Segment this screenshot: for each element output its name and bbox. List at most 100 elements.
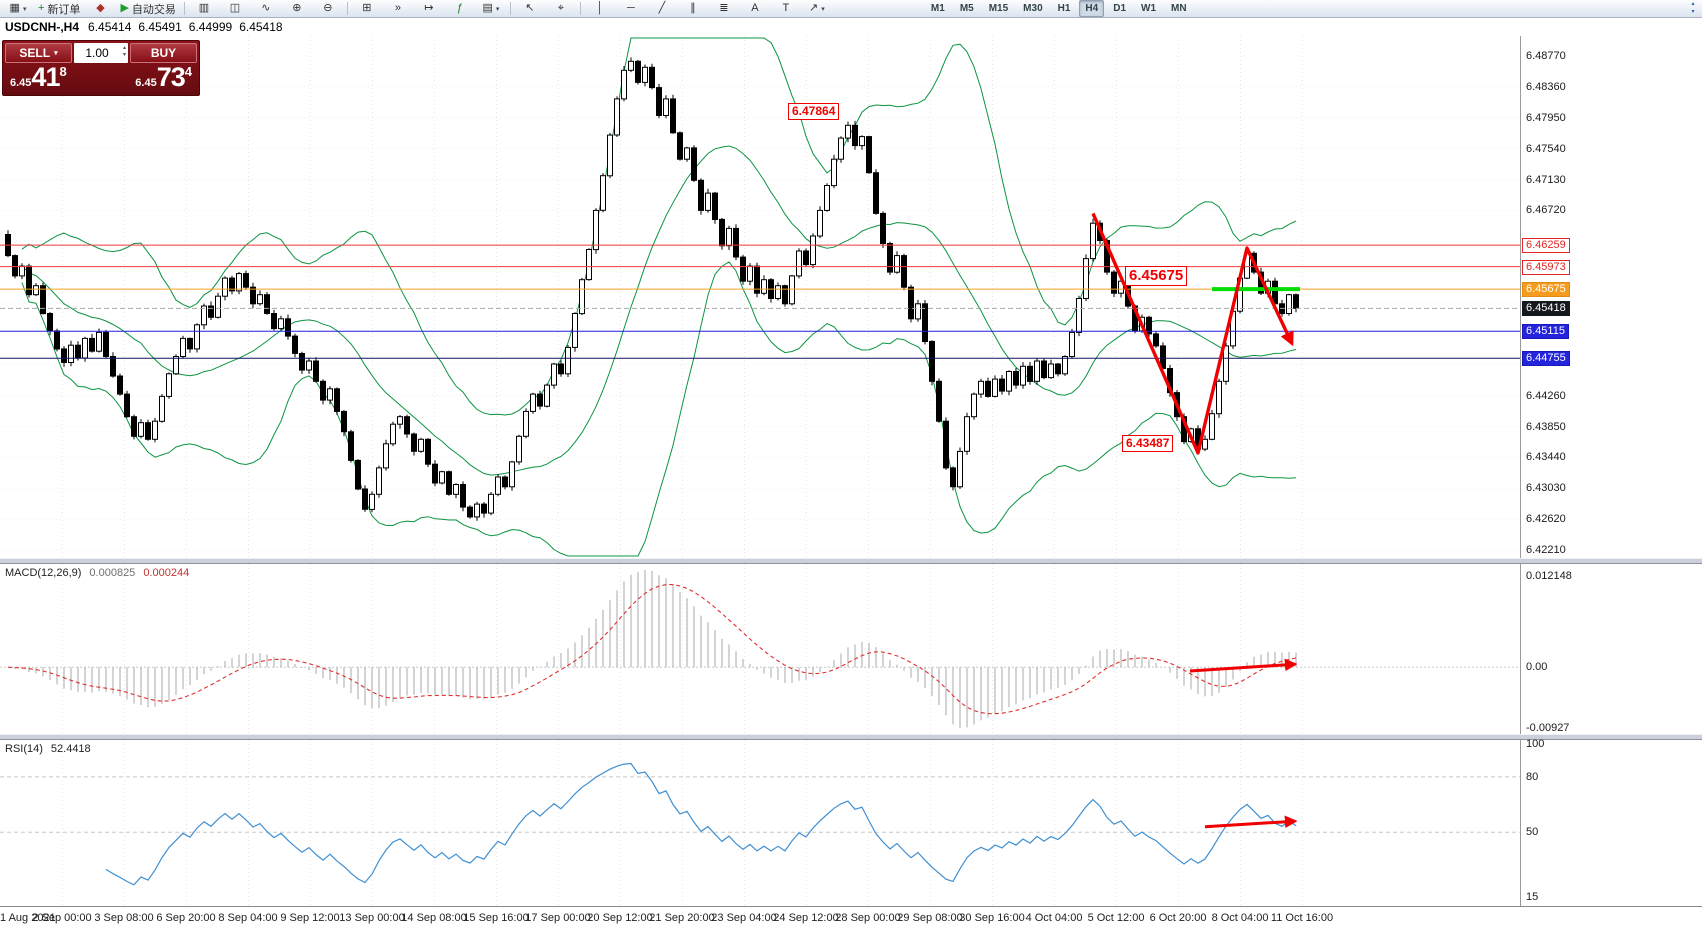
crosshair-icon: ⌖	[557, 2, 564, 14]
bar-chart-type-button[interactable]: ▥	[189, 0, 219, 18]
tile-windows-button[interactable]: ⊞	[352, 0, 382, 18]
indicators-button[interactable]: ƒ	[445, 0, 475, 18]
x-axis-label: 3 Sep 08:00	[94, 912, 154, 924]
text-button[interactable]: A	[740, 0, 770, 18]
chart-shift-button[interactable]: ↦	[414, 0, 444, 18]
cursor-button[interactable]: ↖	[515, 0, 545, 18]
timeframe-m5[interactable]: M5	[959, 3, 974, 14]
x-axis-label: 6 Sep 20:00	[156, 912, 216, 924]
templates-button[interactable]: ▤ ▾	[476, 0, 506, 18]
macd-axis-min: -0.00927	[1526, 722, 1570, 734]
zoom-in-button[interactable]: ⊕	[282, 0, 312, 18]
autotrading-button[interactable]: ▶ 自动交易	[116, 0, 179, 18]
price-tag: 6.45115	[1522, 324, 1569, 340]
line-chart-type-button[interactable]: ∿	[251, 0, 281, 18]
toolbar-separator	[579, 2, 581, 15]
annotation-price-label[interactable]: 6.45675	[1125, 266, 1188, 287]
macd-main-value: 0.000825	[89, 567, 136, 579]
arrows-button[interactable]: ↗ ▾	[802, 0, 832, 18]
macd-name: MACD(12,26,9)	[5, 567, 82, 579]
volume-value: 1.00	[85, 46, 109, 60]
timeframe-h1[interactable]: H1	[1057, 3, 1071, 14]
rsi-line	[105, 762, 1297, 886]
x-axis-label: 29 Sep 08:00	[897, 912, 963, 924]
autotrading-icon: ▶	[120, 2, 129, 14]
caret-down-icon: ▾	[495, 5, 500, 13]
panel-divider[interactable]	[0, 734, 1702, 740]
timeframe-m15[interactable]: M15	[988, 3, 1009, 14]
y-axis-label: 6.43030	[1526, 482, 1566, 495]
x-axis-label: 30 Sep 16:00	[959, 912, 1025, 924]
rsi-axis-label: 15	[1526, 890, 1539, 903]
x-axis-label: 24 Sep 12:00	[773, 912, 839, 924]
macd-red-arrow[interactable]	[1189, 658, 1298, 673]
timeframe-mn[interactable]: MN	[1171, 3, 1187, 14]
ohlc-low: 6.44999	[188, 20, 233, 34]
timeframe-d1[interactable]: D1	[1113, 3, 1127, 14]
price-tag: 6.45418	[1522, 301, 1570, 317]
rsi-indicator-label: RSI(14) 52.4418	[5, 743, 99, 755]
rsi-red-arrow[interactable]	[1204, 815, 1298, 829]
fibonacci-retracement-button[interactable]: ≣	[709, 0, 739, 18]
templates-icon: ▤	[482, 2, 493, 14]
new-chart-button[interactable]: ▦ ▾	[3, 0, 33, 18]
trendline-button[interactable]: ╱	[647, 0, 677, 18]
text-label-icon: T	[782, 2, 790, 14]
y-axis-label: 6.43850	[1526, 420, 1566, 433]
grid	[0, 36, 1520, 906]
auto-scroll-button[interactable]: »	[383, 0, 413, 18]
horizontal-line-button[interactable]: ─	[616, 0, 646, 18]
new-order-icon: +	[38, 2, 45, 14]
text-label-button[interactable]: T	[771, 0, 801, 18]
new-order-button[interactable]: + 新订单	[34, 0, 84, 18]
chart-ohlc-info: USDCNH-,H4 6.45414 6.45491 6.44999 6.45418	[5, 20, 290, 34]
spinner-down-icon[interactable]: ▾	[122, 52, 126, 58]
candlestick-type-button[interactable]: ◫	[220, 0, 250, 18]
timeframe-w1[interactable]: W1	[1141, 3, 1157, 14]
price-tag: 6.45973	[1522, 259, 1570, 275]
horizontal-line-icon: ─	[627, 2, 635, 14]
volume-input[interactable]: 1.00 ▴ ▾	[74, 43, 128, 63]
toolbar-scroll-up-icon[interactable]: ▴	[1691, 1, 1695, 7]
vertical-line-button[interactable]: │	[585, 0, 615, 18]
toolbar-scroll-down-icon[interactable]: ▾	[1691, 9, 1695, 15]
x-axis-label: 5 Oct 12:00	[1087, 912, 1145, 924]
x-axis-label: 1 Aug 2021	[0, 912, 56, 924]
buy-button-label: BUY	[150, 46, 177, 60]
volume-spinner[interactable]: ▴ ▾	[123, 45, 126, 59]
charts-grid-button[interactable]: ◆	[85, 0, 115, 18]
macd-histogram	[14, 570, 1297, 728]
zoom-out-button[interactable]: ⊖	[313, 0, 343, 18]
caret-down-icon: ▾	[821, 5, 825, 13]
macd-axis-zero: 0.00	[1526, 661, 1548, 674]
red-zigzag-arrow[interactable]	[1091, 212, 1294, 455]
timeframe-h4[interactable]: H4	[1079, 0, 1105, 17]
panel-divider[interactable]	[0, 558, 1702, 564]
sell-price-point: 8	[59, 64, 67, 79]
annotation-price-label[interactable]: 6.43487	[1122, 434, 1174, 452]
indicators-icon: ƒ	[456, 2, 463, 14]
x-axis-label: 15 Sep 16:00	[463, 912, 529, 924]
equidistant-channel-button[interactable]: ∥	[678, 0, 708, 18]
zoom-out-icon: ⊖	[323, 2, 333, 14]
price-tag: 6.46259	[1522, 238, 1570, 254]
ohlc-close: 6.45418	[239, 20, 283, 34]
rsi-axis-label: 100	[1526, 738, 1545, 750]
toolbar-separator	[346, 2, 348, 15]
bar-chart-type-icon: ▥	[198, 2, 210, 14]
buy-button[interactable]: BUY	[130, 43, 197, 63]
timeframe-m30[interactable]: M30	[1023, 3, 1043, 14]
crosshair-button[interactable]: ⌖	[546, 0, 576, 18]
spinner-up-icon[interactable]: ▴	[122, 45, 126, 51]
timeframe-m1[interactable]: M1	[930, 3, 945, 14]
ohlc-open: 6.45414	[88, 20, 132, 34]
sell-price-pips: 41	[31, 62, 60, 92]
sell-button[interactable]: SELL ▾	[5, 43, 72, 63]
annotation-price-label[interactable]: 6.47864	[788, 103, 840, 121]
main-toolbar: ▦ ▾ + 新订单 ◆ ▶ 自动交易 ▥ ◫ ∿ ⊕ ⊖ ⊞» ↦ ƒ ▤ ▾ ↖ ⌖ │ ─ ╱ ∥ ≣ A T ↗ ▾ M1 M5 M1…	[0, 0, 1702, 18]
candlestick-type-icon: ◫	[229, 2, 241, 14]
macd-signal-line	[7, 583, 1297, 715]
rsi-value: 52.4418	[50, 743, 91, 755]
